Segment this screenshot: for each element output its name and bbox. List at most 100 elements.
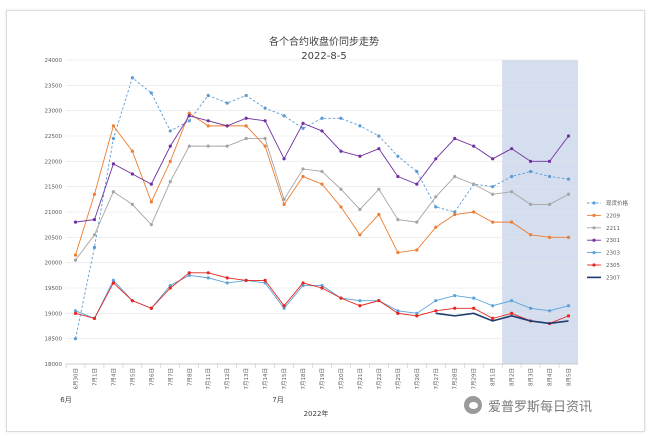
legend-marker	[592, 226, 596, 230]
data-point	[377, 212, 381, 217]
x-tick-label: 7月21日	[357, 368, 364, 390]
data-point	[320, 129, 324, 133]
month-label-july: 7月	[272, 396, 283, 404]
data-point	[453, 136, 457, 141]
legend-label: 2209	[606, 213, 620, 219]
chart-title: 各个合约收盘价同步走势	[269, 35, 379, 48]
data-point	[566, 235, 571, 239]
data-point	[510, 311, 514, 315]
data-point	[149, 91, 153, 95]
x-tick-label: 8月4日	[547, 368, 554, 386]
data-point	[415, 314, 419, 318]
data-point	[491, 304, 495, 308]
data-point	[130, 299, 134, 303]
y-tick-label: 22000	[45, 159, 63, 165]
data-point	[225, 281, 229, 285]
data-point	[491, 316, 495, 320]
data-point	[149, 200, 153, 204]
data-point	[528, 233, 533, 237]
data-point	[396, 309, 400, 313]
data-point	[547, 235, 552, 239]
y-tick-label: 21500	[45, 185, 63, 191]
data-point	[244, 124, 248, 128]
data-point	[566, 314, 571, 318]
data-point	[111, 124, 116, 128]
data-point	[168, 286, 172, 290]
series-现货价格	[73, 76, 571, 341]
legend: 现货价格 2209 2211 2301 2303 2305 2307	[587, 199, 629, 281]
data-point	[358, 299, 362, 303]
x-tick-label: 7月28日	[452, 368, 459, 390]
series-2307	[435, 312, 569, 325]
x-tick-label: 8月3日	[528, 368, 535, 386]
data-point	[510, 220, 514, 224]
data-point	[168, 159, 172, 163]
legend-marker	[592, 201, 596, 205]
series-line	[75, 272, 569, 324]
data-point	[472, 182, 476, 186]
legend-marker	[592, 263, 596, 267]
data-point	[434, 195, 438, 199]
data-point	[73, 258, 78, 262]
data-point	[187, 119, 191, 123]
y-tick-label: 23500	[45, 83, 63, 89]
x-tick-label: 7月22日	[376, 368, 383, 390]
data-point	[472, 296, 476, 300]
data-point	[472, 306, 476, 310]
data-point	[130, 149, 134, 153]
x-tick-label: 7月6日	[148, 368, 155, 386]
data-point	[320, 182, 324, 186]
data-point	[73, 309, 78, 313]
data-point	[244, 93, 248, 98]
data-point	[187, 114, 191, 118]
y-tick-label: 18500	[45, 337, 63, 343]
data-point	[434, 299, 438, 303]
data-point	[301, 174, 305, 179]
data-point	[73, 253, 78, 257]
data-point	[263, 119, 267, 123]
y-tick-label: 23000	[45, 109, 63, 115]
data-point	[206, 124, 210, 128]
data-point	[339, 116, 343, 120]
data-point	[415, 169, 419, 174]
data-point	[510, 299, 514, 303]
legend-label: 2305	[606, 263, 620, 269]
data-point	[320, 286, 324, 290]
x-tick-label: 7月25日	[395, 368, 402, 390]
x-tick-label: 7月4日	[110, 368, 117, 386]
data-point	[491, 157, 495, 161]
data-point	[149, 223, 153, 227]
legend-marker	[592, 238, 596, 242]
data-point	[396, 174, 400, 179]
data-point	[92, 218, 97, 222]
data-point	[225, 276, 229, 280]
data-point	[168, 283, 172, 288]
x-tick-label: 7月18日	[300, 368, 307, 390]
y-axis-ticks: 18000 18500 19000 19500 20000 20500 21000 21500…	[45, 58, 63, 368]
series-line	[75, 138, 569, 261]
data-point	[92, 192, 97, 196]
y-tick-label: 21000	[45, 210, 63, 216]
data-point	[358, 207, 362, 212]
data-point	[263, 136, 267, 141]
data-point	[396, 218, 400, 222]
data-point	[168, 144, 172, 148]
data-point	[206, 93, 210, 98]
data-point	[415, 311, 419, 315]
x-tick-label: 7月11日	[205, 368, 212, 390]
legend-marker	[592, 251, 596, 255]
data-point	[111, 278, 116, 282]
y-tick-label: 19500	[45, 286, 63, 292]
data-point	[320, 116, 324, 120]
x-tick-label: 7月27日	[433, 368, 440, 390]
data-point	[263, 106, 267, 110]
data-point	[73, 220, 78, 224]
data-point	[130, 172, 134, 176]
data-point	[149, 182, 153, 186]
data-point	[263, 278, 267, 282]
watermark: 爱普罗斯每日资讯	[464, 393, 634, 417]
series-2211	[73, 136, 571, 262]
data-point	[301, 126, 305, 130]
data-point	[301, 283, 305, 288]
